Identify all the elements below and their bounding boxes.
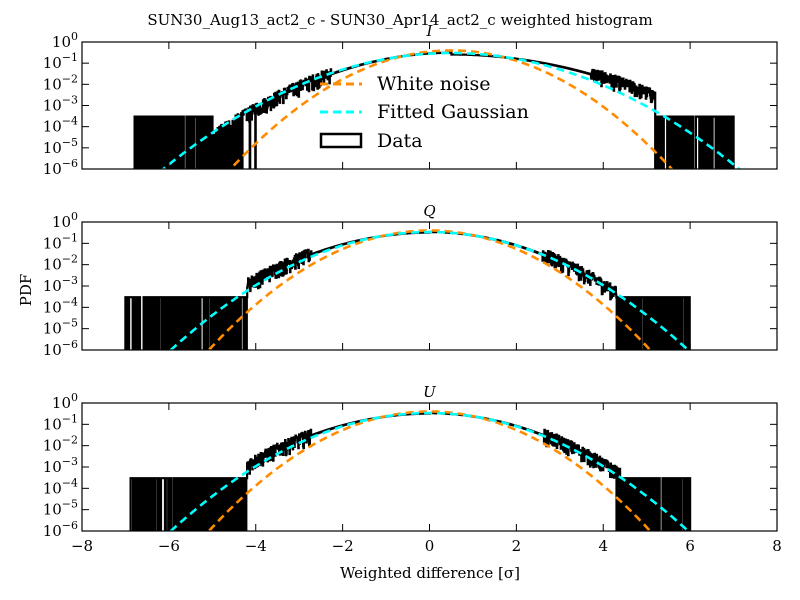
y-tick-exponent: −3	[62, 94, 78, 107]
y-tick-label: 10−1	[43, 231, 78, 252]
y-tick-label: 10−4	[43, 295, 78, 316]
y-tick-exponent: −1	[62, 231, 78, 244]
y-tick-label: 100	[52, 30, 78, 51]
plot-area	[128, 410, 692, 531]
x-tick-label: 6	[685, 537, 695, 555]
y-tick-exponent: −1	[62, 412, 78, 425]
y-tick-exponent: 0	[71, 391, 78, 404]
y-tick-label: 10−1	[43, 51, 78, 72]
fitted-gaussian-curve	[161, 51, 742, 169]
legend-data-label: Data	[377, 130, 423, 152]
panel-title: I	[426, 22, 434, 40]
y-tick-label: 10−1	[43, 412, 78, 433]
x-axis-label: Weighted difference [σ]	[340, 564, 520, 582]
y-tick-label: 10−5	[43, 498, 78, 519]
y-tick-label: 10−3	[43, 274, 78, 295]
y-tick-exponent: −5	[62, 498, 78, 511]
x-tick-label: 4	[598, 537, 608, 555]
legend-data-swatch	[319, 132, 363, 149]
y-tick-label: 10−6	[43, 338, 78, 359]
y-tick-label: 10−4	[43, 115, 78, 136]
y-tick-label: 10−3	[43, 94, 78, 115]
y-tick-label: 10−5	[43, 136, 78, 157]
y-tick-exponent: −3	[62, 274, 78, 287]
data-histogram	[128, 412, 692, 531]
y-tick-label: 10−5	[43, 317, 78, 338]
y-tick-exponent: −1	[62, 51, 78, 64]
x-tick-label: 8	[772, 537, 782, 555]
y-tick-label: 10−3	[43, 455, 78, 476]
y-tick-exponent: −5	[62, 317, 78, 330]
y-tick-label: 10−4	[43, 476, 78, 497]
y-tick-label: 10−2	[43, 253, 78, 274]
white-noise-curve	[228, 49, 674, 169]
x-tick-label: −2	[332, 537, 354, 555]
plot-area	[124, 229, 692, 350]
fitted-gaussian-curve	[168, 230, 691, 350]
y-tick-exponent: −5	[62, 136, 78, 149]
x-tick-labels: −8 −6 −4 −2 0 2 4 6 8	[71, 537, 782, 555]
x-tick-label: −6	[158, 537, 180, 555]
legend-white-noise-label: White noise	[377, 73, 491, 95]
x-tick-label: 0	[425, 537, 435, 555]
y-tick-exponent: 0	[71, 210, 78, 223]
x-tick-label: −4	[245, 537, 267, 555]
x-tick-label: −8	[71, 537, 93, 555]
y-tick-label: 10−2	[43, 72, 78, 93]
y-tick-exponent: −2	[62, 72, 78, 85]
y-axis-label: PDF	[17, 274, 35, 307]
y-tick-exponent: −6	[62, 157, 78, 170]
x-tick-label: 2	[512, 537, 522, 555]
y-tick-exponent: −4	[62, 295, 78, 308]
legend-fitted-gaussian-label: Fitted Gaussian	[377, 101, 529, 123]
y-tick-label: 10−2	[43, 434, 78, 455]
y-tick-exponent: −2	[62, 434, 78, 447]
fitted-gaussian-curve	[168, 411, 691, 531]
y-tick-exponent: −4	[62, 476, 78, 489]
panel-title: U	[423, 383, 437, 401]
legend: White noise Fitted Gaussian Data	[319, 73, 529, 152]
figure-title: SUN30_Aug13_act2_c - SUN30_Apr14_act2_c …	[147, 11, 652, 29]
data-histogram	[124, 230, 692, 350]
y-tick-exponent: −2	[62, 253, 78, 266]
y-tick-label: 100	[52, 391, 78, 412]
y-tick-label: 10−6	[43, 157, 78, 178]
y-tick-exponent: −4	[62, 115, 78, 128]
plot-area	[133, 49, 742, 169]
y-tick-exponent: −6	[62, 338, 78, 351]
y-tick-exponent: 0	[71, 30, 78, 43]
y-tick-label: 100	[52, 210, 78, 231]
panel-title: Q	[423, 202, 435, 220]
y-tick-exponent: −3	[62, 455, 78, 468]
y-tick-exponent: −6	[62, 519, 78, 532]
